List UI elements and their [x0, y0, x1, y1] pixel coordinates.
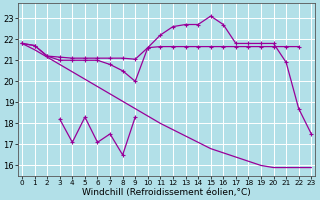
X-axis label: Windchill (Refroidissement éolien,°C): Windchill (Refroidissement éolien,°C) [82, 188, 251, 197]
